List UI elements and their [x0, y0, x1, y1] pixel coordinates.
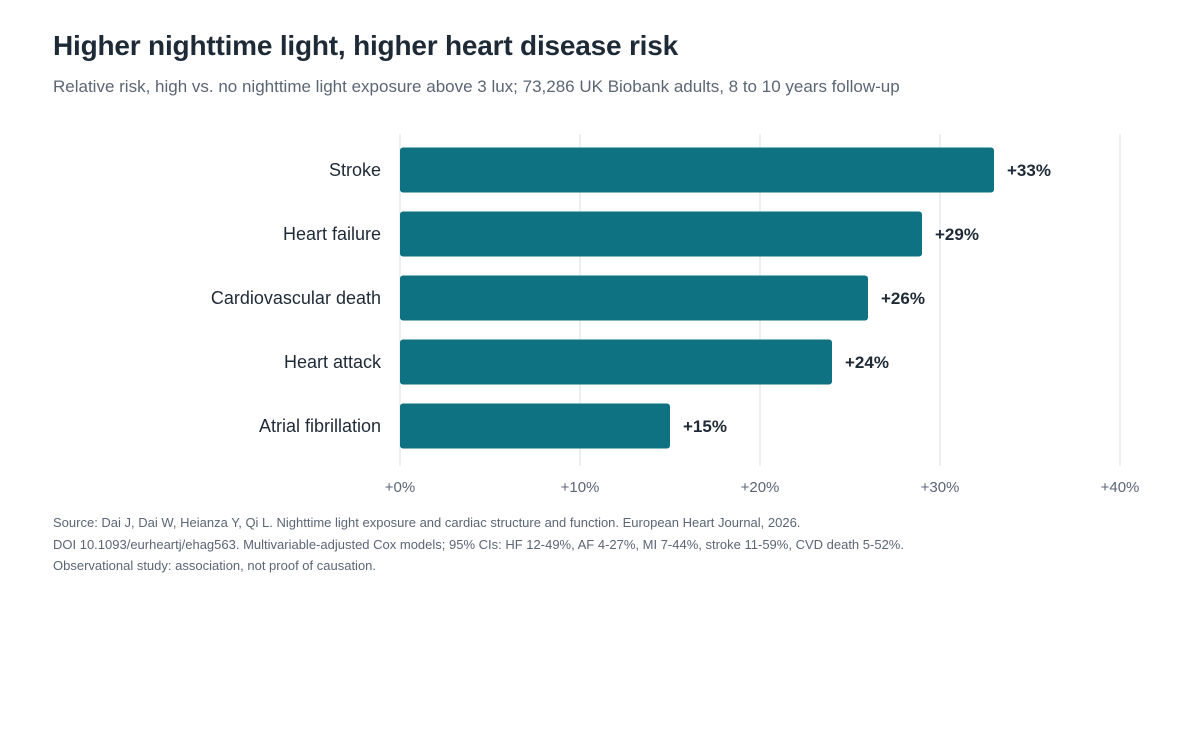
x-tick-label: +0%	[385, 479, 415, 496]
category-label: Heart attack	[284, 352, 382, 372]
source-line: DOI 10.1093/eurheartj/ehag563. Multivari…	[53, 536, 904, 552]
bar	[400, 275, 868, 321]
x-tick-label: +20%	[741, 479, 780, 496]
category-label: Atrial fibrillation	[259, 416, 381, 436]
value-label: +33%	[1007, 161, 1051, 180]
x-tick-label: +30%	[921, 479, 960, 496]
bar	[400, 339, 832, 385]
value-label: +24%	[845, 353, 889, 372]
category-label: Heart failure	[283, 224, 381, 244]
x-tick-label: +40%	[1101, 479, 1140, 496]
source-line: Source: Dai J, Dai W, Heianza Y, Qi L. N…	[53, 515, 801, 530]
value-label: +26%	[881, 289, 925, 308]
value-label: +29%	[935, 225, 979, 244]
category-label: Cardiovascular death	[211, 288, 381, 308]
bar	[400, 403, 670, 449]
source-line: Observational study: association, not pr…	[53, 558, 377, 573]
bar	[400, 147, 994, 193]
chart-title: Higher nighttime light, higher heart dis…	[53, 30, 678, 61]
labels: +0% +10% +20% +30% +40% Stroke +33% Heart failu…	[211, 160, 1140, 496]
bars	[400, 147, 994, 449]
value-label: +15%	[683, 417, 727, 436]
source-note: Source: Dai J, Dai W, Heianza Y, Qi L. N…	[53, 512, 904, 577]
category-label: Stroke	[329, 160, 381, 180]
chart-subtitle: Relative risk, high vs. no nighttime lig…	[53, 77, 900, 96]
x-tick-label: +10%	[561, 479, 600, 496]
bar	[400, 211, 922, 257]
